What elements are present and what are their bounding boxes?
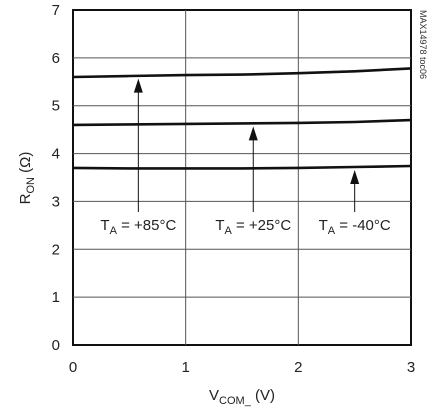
x-tick-label-3: 3 <box>407 359 415 376</box>
y-tick-label-3: 3 <box>52 193 60 210</box>
y-tick-label-4: 4 <box>52 146 60 163</box>
series-line-3 <box>72 164 412 170</box>
y-tick-label-7: 7 <box>52 2 60 19</box>
annotation-label-1: TA = +85°C <box>100 217 176 237</box>
plot-frame <box>72 9 412 346</box>
watermark: MAX14978 toc06 <box>418 10 428 79</box>
series-line-2 <box>72 118 412 127</box>
annotation-label-2: TA = +25°C <box>215 217 291 237</box>
annotation-arrows <box>133 78 360 212</box>
x-tick-label-2: 2 <box>294 359 302 376</box>
grid-lines <box>73 10 411 345</box>
y-tick-labels: 0 1 2 3 4 5 6 7 <box>52 2 60 354</box>
annotation-label-3: TA = -40°C <box>319 217 391 237</box>
y-tick-label-5: 5 <box>52 98 60 115</box>
annotation-arrow-head-3 <box>350 169 360 184</box>
x-axis-label: VCOM_ (V) <box>209 387 275 407</box>
x-tick-label-0: 0 <box>69 359 77 376</box>
series-line-1 <box>72 67 412 79</box>
x-tick-labels: 0 1 2 3 <box>69 359 415 376</box>
annotation-arrow-head-2 <box>248 126 258 141</box>
y-tick-label-1: 1 <box>52 289 60 306</box>
y-tick-label-6: 6 <box>52 50 60 67</box>
y-axis-label: RON (Ω) <box>17 152 37 205</box>
annotation-labels: TA = +85°C TA = +25°C TA = -40°C <box>100 217 390 237</box>
x-tick-label-1: 1 <box>181 359 189 376</box>
annotation-arrow-head-1 <box>133 78 143 93</box>
y-tick-label-2: 2 <box>52 241 60 258</box>
y-tick-label-0: 0 <box>52 337 60 354</box>
series-lines <box>72 67 412 170</box>
